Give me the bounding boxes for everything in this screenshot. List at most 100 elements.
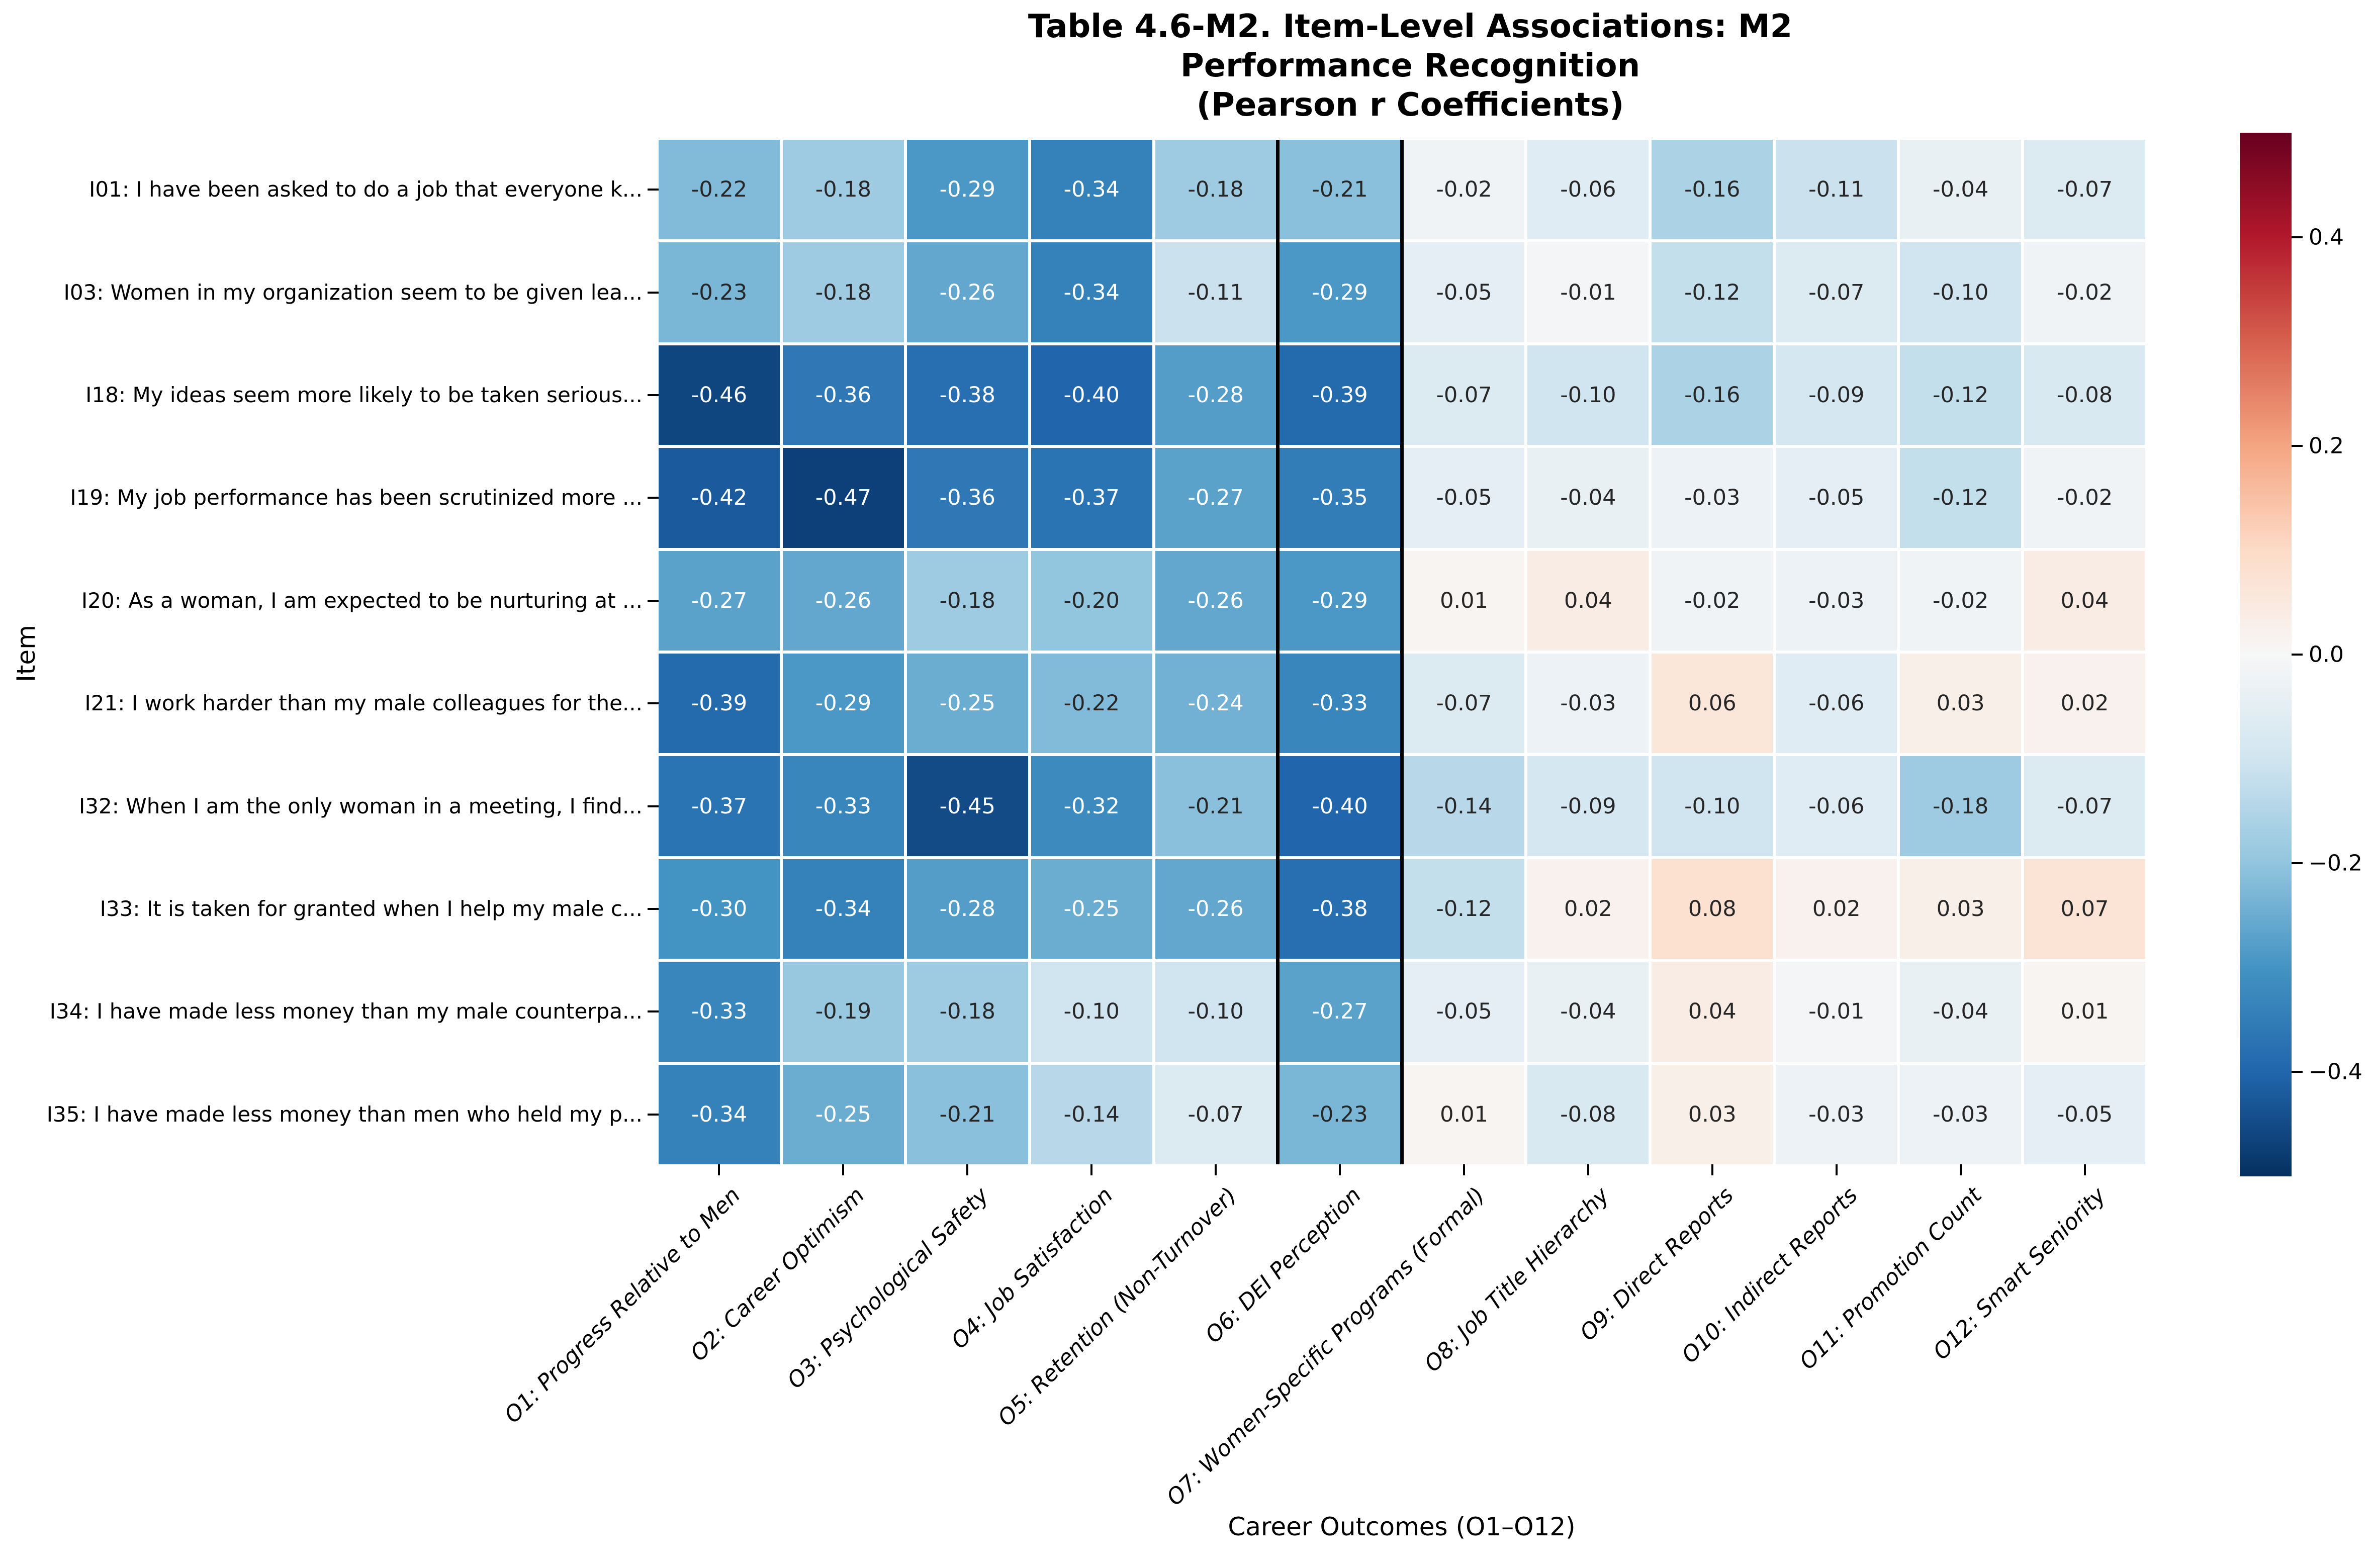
heatmap-cell: -0.09: [1527, 756, 1649, 856]
heatmap-cell: -0.37: [659, 756, 780, 856]
heatmap-cell: -0.02: [1900, 550, 2022, 651]
heatmap-cell: -0.03: [1776, 1064, 1897, 1164]
heatmap-cell: -0.29: [1279, 242, 1401, 342]
heatmap-cell: 0.08: [1652, 859, 1773, 959]
y-tick-label: I21: I work harder than my male colleagu…: [84, 691, 643, 716]
y-tick-label: I35: I have made less money than men who…: [46, 1101, 643, 1127]
heatmap-cell: -0.29: [1279, 550, 1401, 651]
heatmap-cell: -0.37: [1031, 448, 1152, 548]
x-tick-label: O3: Psychological Safety: [782, 1182, 994, 1394]
heatmap-cell: -0.42: [659, 448, 780, 548]
colorbar-tick-label: −0.4: [2309, 1059, 2362, 1085]
y-tick-label: I20: As a woman, I am expected to be nur…: [81, 588, 643, 613]
heatmap-cell: -0.22: [1031, 654, 1152, 754]
y-tick-mark: [648, 908, 659, 910]
heatmap-cell: -0.26: [782, 550, 904, 651]
heatmap-cell: -0.10: [1900, 242, 2022, 342]
heatmap-cell: -0.02: [2024, 448, 2145, 548]
x-tick-label: O1: Progress Relative to Men: [499, 1182, 746, 1428]
heatmap-cell: -0.23: [1279, 1064, 1401, 1164]
colorbar-tick-mark: [2292, 862, 2303, 865]
heatmap-cell: -0.08: [1527, 1064, 1649, 1164]
heatmap-cell: -0.10: [1652, 756, 1773, 856]
heatmap-cell: -0.25: [782, 1064, 904, 1164]
x-tick-mark: [2083, 1164, 2086, 1175]
heatmap-cell: -0.39: [1279, 345, 1401, 445]
x-axis-label: Career Outcomes (O1–O12): [1228, 1512, 1576, 1541]
heatmap-cell: -0.04: [1900, 962, 2022, 1062]
chart-title: Table 4.6-M2. Item-Level Associations: M…: [1028, 8, 1793, 124]
heatmap-cell: -0.11: [1155, 242, 1276, 342]
heatmap-cell: -0.14: [1031, 1064, 1152, 1164]
heatmap-cell: -0.38: [1279, 859, 1401, 959]
heatmap-cell: -0.24: [1155, 654, 1276, 754]
heatmap-cell: 0.01: [1403, 1064, 1525, 1164]
heatmap-cell: -0.34: [659, 1064, 780, 1164]
colorbar-tick-mark: [2292, 654, 2303, 656]
heatmap-cell: 0.01: [1403, 550, 1525, 651]
x-tick-mark: [1090, 1164, 1093, 1175]
y-axis-label: Item: [12, 625, 41, 682]
heatmap-cell: -0.27: [1155, 448, 1276, 548]
colorbar: [2240, 133, 2292, 1176]
heatmap-cell: -0.10: [1031, 962, 1152, 1062]
heatmap-cell: -0.12: [1652, 242, 1773, 342]
heatmap-cell: -0.25: [1031, 859, 1152, 959]
heatmap-cell: -0.14: [1403, 756, 1525, 856]
heatmap-cell: -0.10: [1155, 962, 1276, 1062]
heatmap-cell: 0.01: [2024, 962, 2145, 1062]
x-tick-mark: [842, 1164, 845, 1175]
heatmap-cell: -0.30: [659, 859, 780, 959]
heatmap-cell: -0.05: [1403, 448, 1525, 548]
heatmap-cell: -0.01: [1527, 242, 1649, 342]
x-tick-mark: [966, 1164, 969, 1175]
heatmap-cell: -0.21: [906, 1064, 1028, 1164]
heatmap-cell: -0.01: [1776, 962, 1897, 1062]
heatmap-cell: -0.32: [1031, 756, 1152, 856]
heatmap-cell: -0.35: [1279, 448, 1401, 548]
y-tick-mark: [648, 805, 659, 807]
heatmap-cell: -0.47: [782, 448, 904, 548]
x-tick-mark: [1587, 1164, 1589, 1175]
heatmap-cell: -0.03: [1900, 1064, 2022, 1164]
heatmap-cell: -0.33: [659, 962, 780, 1062]
heatmap-cell: 0.04: [2024, 550, 2145, 651]
heatmap-cell: 0.02: [1776, 859, 1897, 959]
heatmap-cell: 0.02: [2024, 654, 2145, 754]
heatmap-cell: -0.06: [1776, 756, 1897, 856]
y-tick-mark: [648, 189, 659, 191]
heatmap-cell: -0.04: [1527, 448, 1649, 548]
x-tick-mark: [1711, 1164, 1713, 1175]
heatmap-cell: -0.27: [659, 550, 780, 651]
colorbar-tick-label: 0.0: [2309, 641, 2344, 668]
y-tick-label: I03: Women in my organization seem to be…: [63, 280, 643, 305]
y-tick-label: I34: I have made less money than my male…: [49, 999, 643, 1024]
heatmap-cell: -0.18: [782, 242, 904, 342]
heatmap-cell: -0.28: [1155, 345, 1276, 445]
heatmap-cell: -0.36: [906, 448, 1028, 548]
heatmap-cell: -0.20: [1031, 550, 1152, 651]
x-tick-mark: [1835, 1164, 1838, 1175]
heatmap-cell: -0.12: [1900, 345, 2022, 445]
colorbar-tick-label: 0.4: [2309, 224, 2344, 250]
heatmap-cell: -0.06: [1776, 654, 1897, 754]
heatmap-cell: 0.03: [1652, 1064, 1773, 1164]
x-tick-mark: [1215, 1164, 1217, 1175]
y-tick-label: I32: When I am the only woman in a meeti…: [78, 793, 643, 818]
heatmap-cell: -0.40: [1279, 756, 1401, 856]
y-tick-mark: [648, 1010, 659, 1013]
heatmap-cell: -0.38: [906, 345, 1028, 445]
colorbar-tick-mark: [2292, 444, 2303, 447]
heatmap-cell: -0.09: [1776, 345, 1897, 445]
heatmap-cell: -0.26: [1155, 859, 1276, 959]
heatmap-cell: -0.03: [1652, 448, 1773, 548]
heatmap-cell: -0.29: [782, 654, 904, 754]
highlight-column-border: [1400, 140, 1404, 1164]
heatmap-cell: -0.08: [2024, 345, 2145, 445]
heatmap-cell: -0.05: [2024, 1064, 2145, 1164]
heatmap-cell: -0.21: [1279, 140, 1401, 240]
heatmap-cell: 0.04: [1652, 962, 1773, 1062]
heatmap-cell: -0.18: [1900, 756, 2022, 856]
heatmap-cell: -0.07: [1403, 345, 1525, 445]
